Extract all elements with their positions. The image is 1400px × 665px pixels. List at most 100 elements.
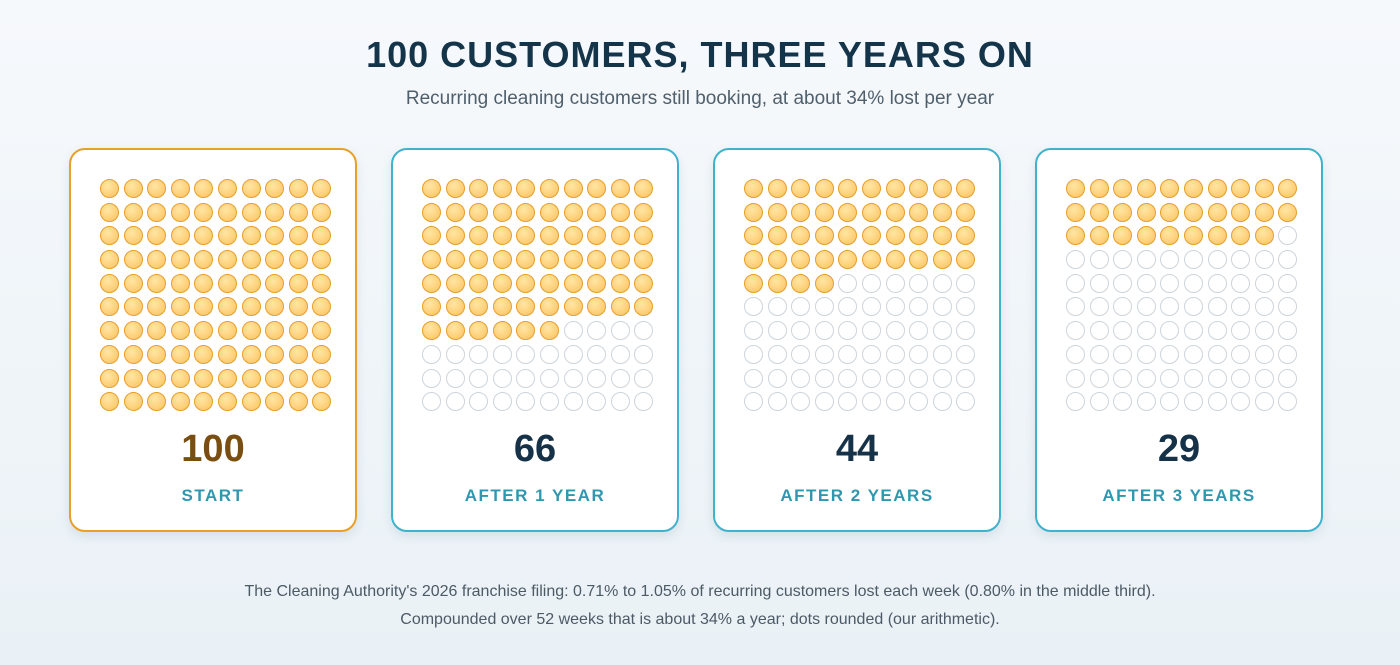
customer-dot-retained: [516, 202, 536, 222]
customer-dot-retained: [194, 392, 214, 412]
customer-dot-lost: [838, 273, 858, 293]
customer-dot-retained: [288, 273, 308, 293]
customer-dot-lost: [587, 368, 607, 388]
customer-dot-retained: [469, 226, 489, 246]
customer-dot-retained: [1207, 179, 1227, 198]
customer-dot-retained: [123, 273, 143, 293]
customer-dot-lost: [1183, 321, 1203, 341]
customer-dot-lost: [1231, 250, 1251, 270]
customer-dot-retained: [791, 179, 811, 198]
customer-dot-retained: [312, 250, 332, 270]
customer-dot-retained: [1207, 226, 1227, 246]
customer-dot-retained: [469, 179, 489, 198]
customer-dot-lost: [1160, 321, 1180, 341]
customer-dot-retained: [1207, 202, 1227, 222]
customer-dot-retained: [610, 250, 630, 270]
customer-dot-lost: [861, 321, 881, 341]
customer-dot-retained: [744, 202, 763, 222]
customer-dot-retained: [422, 202, 441, 222]
customer-dot-lost: [1207, 321, 1227, 341]
customer-dot-lost: [492, 392, 512, 412]
customer-dot-retained: [288, 297, 308, 317]
customer-dot-retained: [956, 226, 976, 246]
customer-dot-retained: [634, 226, 654, 246]
customer-dot-retained: [445, 179, 465, 198]
customer-dot-lost: [956, 297, 976, 317]
dot-grid: [100, 179, 332, 412]
customer-dot-lost: [1231, 368, 1251, 388]
customer-dot-lost: [1089, 273, 1109, 293]
customer-dot-lost: [956, 344, 976, 364]
customer-dot-retained: [634, 202, 654, 222]
customer-dot-lost: [885, 392, 905, 412]
customer-dot-retained: [312, 392, 332, 412]
panel-value: 66: [513, 428, 557, 470]
customer-dot-retained: [445, 297, 465, 317]
customer-dot-retained: [492, 179, 512, 198]
customer-dot-lost: [1066, 368, 1085, 388]
customer-dot-retained: [539, 179, 559, 198]
customer-dot-retained: [170, 321, 190, 341]
customer-dot-lost: [767, 344, 787, 364]
customer-dot-retained: [838, 250, 858, 270]
customer-dot-lost: [422, 344, 441, 364]
customer-dot-retained: [885, 202, 905, 222]
customer-dot-retained: [170, 250, 190, 270]
customer-dot-lost: [932, 344, 952, 364]
customer-dot-retained: [539, 273, 559, 293]
customer-dot-retained: [194, 202, 214, 222]
customer-dot-retained: [516, 250, 536, 270]
customer-dot-retained: [1113, 226, 1133, 246]
customer-dot-lost: [885, 273, 905, 293]
customer-dot-retained: [147, 179, 167, 198]
customer-dot-lost: [909, 368, 929, 388]
customer-dot-retained: [492, 297, 512, 317]
customer-dot-retained: [1066, 226, 1085, 246]
customer-dot-retained: [1136, 202, 1156, 222]
customer-dot-retained: [265, 179, 285, 198]
customer-dot-retained: [1113, 202, 1133, 222]
customer-dot-retained: [147, 250, 167, 270]
customer-dot-retained: [1089, 179, 1109, 198]
customer-dot-lost: [469, 392, 489, 412]
customer-dot-retained: [587, 250, 607, 270]
customer-dot-retained: [265, 250, 285, 270]
panel-row: 100 START 66 AFTER 1 YEAR 44 AFTER 2 YEA…: [69, 148, 1323, 532]
customer-dot-retained: [1278, 179, 1298, 198]
customer-dot-retained: [170, 202, 190, 222]
customer-dot-lost: [1254, 392, 1274, 412]
customer-dot-retained: [100, 202, 119, 222]
customer-dot-lost: [516, 368, 536, 388]
customer-dot-retained: [241, 368, 261, 388]
footnote-line-1: The Cleaning Authority's 2026 franchise …: [244, 583, 1156, 600]
customer-dot-retained: [587, 297, 607, 317]
customer-dot-retained: [265, 392, 285, 412]
customer-dot-retained: [1254, 202, 1274, 222]
customer-dot-retained: [170, 297, 190, 317]
customer-dot-retained: [1278, 202, 1298, 222]
customer-dot-lost: [469, 344, 489, 364]
customer-dot-retained: [217, 392, 237, 412]
customer-dot-lost: [563, 392, 583, 412]
customer-dot-retained: [445, 321, 465, 341]
customer-dot-lost: [744, 368, 763, 388]
customer-dot-retained: [217, 226, 237, 246]
customer-dot-retained: [422, 250, 441, 270]
customer-dot-retained: [100, 344, 119, 364]
customer-dot-retained: [956, 202, 976, 222]
panel-year-3: 29 AFTER 3 YEARS: [1035, 148, 1323, 532]
customer-dot-retained: [744, 226, 763, 246]
customer-dot-retained: [563, 273, 583, 293]
customer-dot-retained: [469, 273, 489, 293]
customer-dot-retained: [539, 297, 559, 317]
customer-dot-lost: [1231, 273, 1251, 293]
customer-dot-lost: [1278, 273, 1298, 293]
customer-dot-lost: [861, 297, 881, 317]
customer-dot-retained: [744, 273, 763, 293]
customer-dot-retained: [861, 202, 881, 222]
panel-year-2: 44 AFTER 2 YEARS: [713, 148, 1001, 532]
customer-dot-retained: [312, 297, 332, 317]
customer-dot-retained: [123, 202, 143, 222]
customer-dot-retained: [563, 250, 583, 270]
customer-dot-lost: [1113, 392, 1133, 412]
